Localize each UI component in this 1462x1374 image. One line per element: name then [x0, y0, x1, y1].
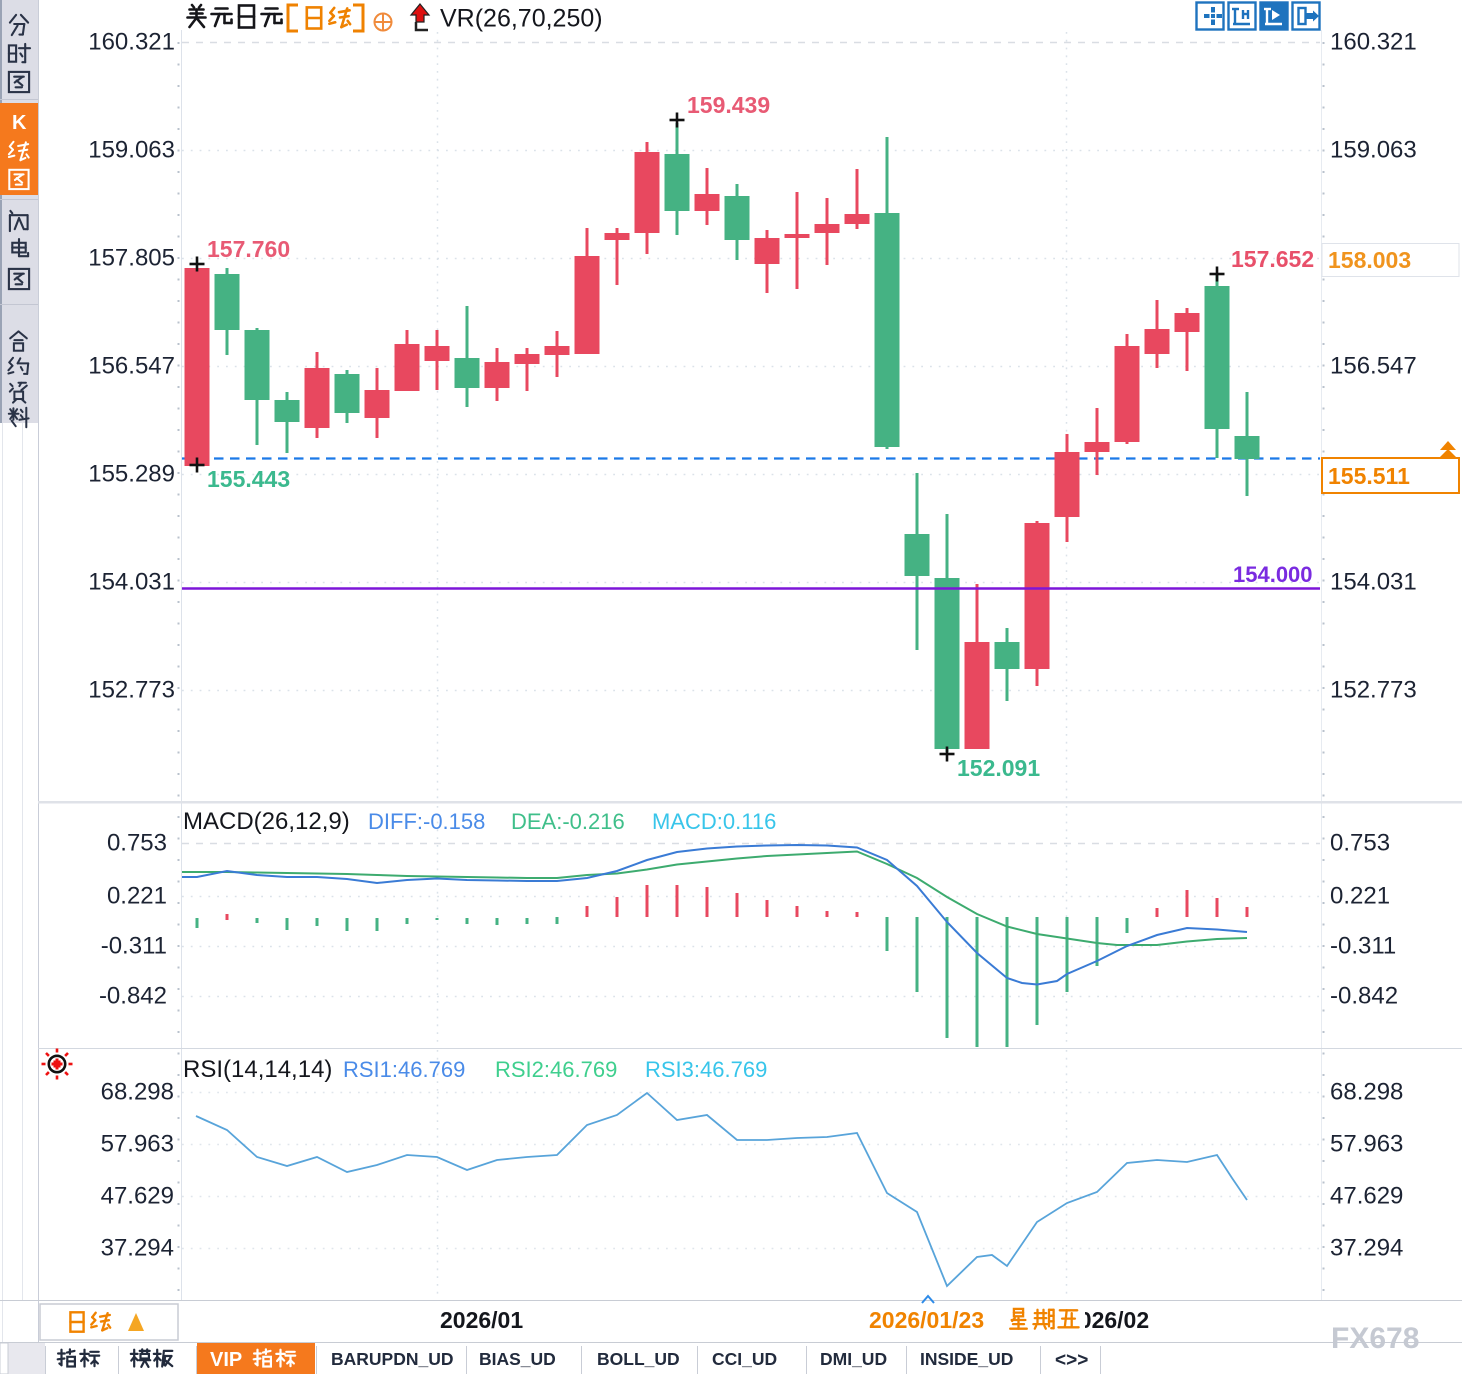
svg-text:-0.311: -0.311: [101, 933, 167, 960]
svg-text:MACD:0.116: MACD:0.116: [652, 809, 776, 834]
svg-text:155.289: 155.289: [88, 461, 175, 488]
svg-text:156.547: 156.547: [1330, 353, 1417, 380]
svg-text:160.321: 160.321: [1330, 29, 1417, 56]
svg-text:158.003: 158.003: [1328, 247, 1411, 273]
svg-text:157.760: 157.760: [207, 236, 290, 262]
svg-text:157.652: 157.652: [1231, 246, 1314, 272]
svg-text:VR(26,70,250): VR(26,70,250): [440, 5, 603, 33]
svg-text:160.321: 160.321: [88, 29, 175, 56]
svg-text:0.221: 0.221: [1330, 883, 1390, 910]
svg-text:155.511: 155.511: [1328, 463, 1410, 489]
svg-text:DIFF:-0.158: DIFF:-0.158: [368, 809, 485, 834]
svg-text:-0.842: -0.842: [99, 983, 167, 1010]
svg-text:152.773: 152.773: [1330, 677, 1417, 704]
svg-text:DEA:-0.216: DEA:-0.216: [511, 809, 625, 834]
svg-text:BARUPDN_UD: BARUPDN_UD: [331, 1349, 454, 1369]
svg-text:˂>>: ˂>>: [1055, 1350, 1088, 1371]
svg-text:0.753: 0.753: [1330, 830, 1390, 857]
svg-text:57.963: 57.963: [1330, 1131, 1403, 1158]
svg-text:RSI3:46.769: RSI3:46.769: [645, 1057, 767, 1082]
svg-text:-0.842: -0.842: [1330, 983, 1398, 1010]
svg-text:BIAS_UD: BIAS_UD: [479, 1349, 556, 1369]
svg-text:RSI(14,14,14): RSI(14,14,14): [183, 1056, 332, 1083]
svg-text:159.439: 159.439: [687, 92, 770, 118]
svg-text:0.221: 0.221: [107, 883, 167, 910]
svg-text:154.031: 154.031: [88, 569, 175, 596]
svg-text:154.000: 154.000: [1233, 562, 1313, 587]
svg-text:2026/01: 2026/01: [440, 1307, 523, 1333]
svg-text:CCI_UD: CCI_UD: [712, 1349, 777, 1369]
svg-text:MACD(26,12,9): MACD(26,12,9): [183, 808, 350, 835]
svg-text:37.294: 37.294: [101, 1235, 174, 1262]
svg-text:K: K: [12, 112, 27, 134]
svg-text:INSIDE_UD: INSIDE_UD: [920, 1349, 1013, 1369]
svg-text:FX678: FX678: [1331, 1322, 1419, 1355]
svg-text:37.294: 37.294: [1330, 1235, 1403, 1262]
svg-text:159.063: 159.063: [88, 137, 175, 164]
svg-text:0.753: 0.753: [107, 830, 167, 857]
svg-text:68.298: 68.298: [101, 1079, 174, 1106]
svg-text:BOLL_UD: BOLL_UD: [597, 1349, 680, 1369]
svg-text:152.773: 152.773: [88, 677, 175, 704]
svg-text:154.031: 154.031: [1330, 569, 1417, 596]
svg-text:RSI1:46.769: RSI1:46.769: [343, 1057, 465, 1082]
svg-text:47.629: 47.629: [1330, 1183, 1403, 1210]
svg-text:-0.311: -0.311: [1330, 933, 1396, 960]
svg-text:68.298: 68.298: [1330, 1079, 1403, 1106]
svg-text:VIP: VIP: [210, 1349, 242, 1371]
svg-text:RSI2:46.769: RSI2:46.769: [495, 1057, 617, 1082]
svg-text:156.547: 156.547: [88, 353, 175, 380]
svg-text:47.629: 47.629: [101, 1183, 174, 1210]
svg-text:155.443: 155.443: [207, 466, 290, 492]
svg-text:152.091: 152.091: [957, 755, 1040, 781]
svg-text:DMI_UD: DMI_UD: [820, 1349, 887, 1369]
svg-text:2026/01/23: 2026/01/23: [869, 1307, 984, 1333]
svg-text:159.063: 159.063: [1330, 137, 1417, 164]
svg-text:57.963: 57.963: [101, 1131, 174, 1158]
svg-text:157.805: 157.805: [88, 245, 175, 272]
